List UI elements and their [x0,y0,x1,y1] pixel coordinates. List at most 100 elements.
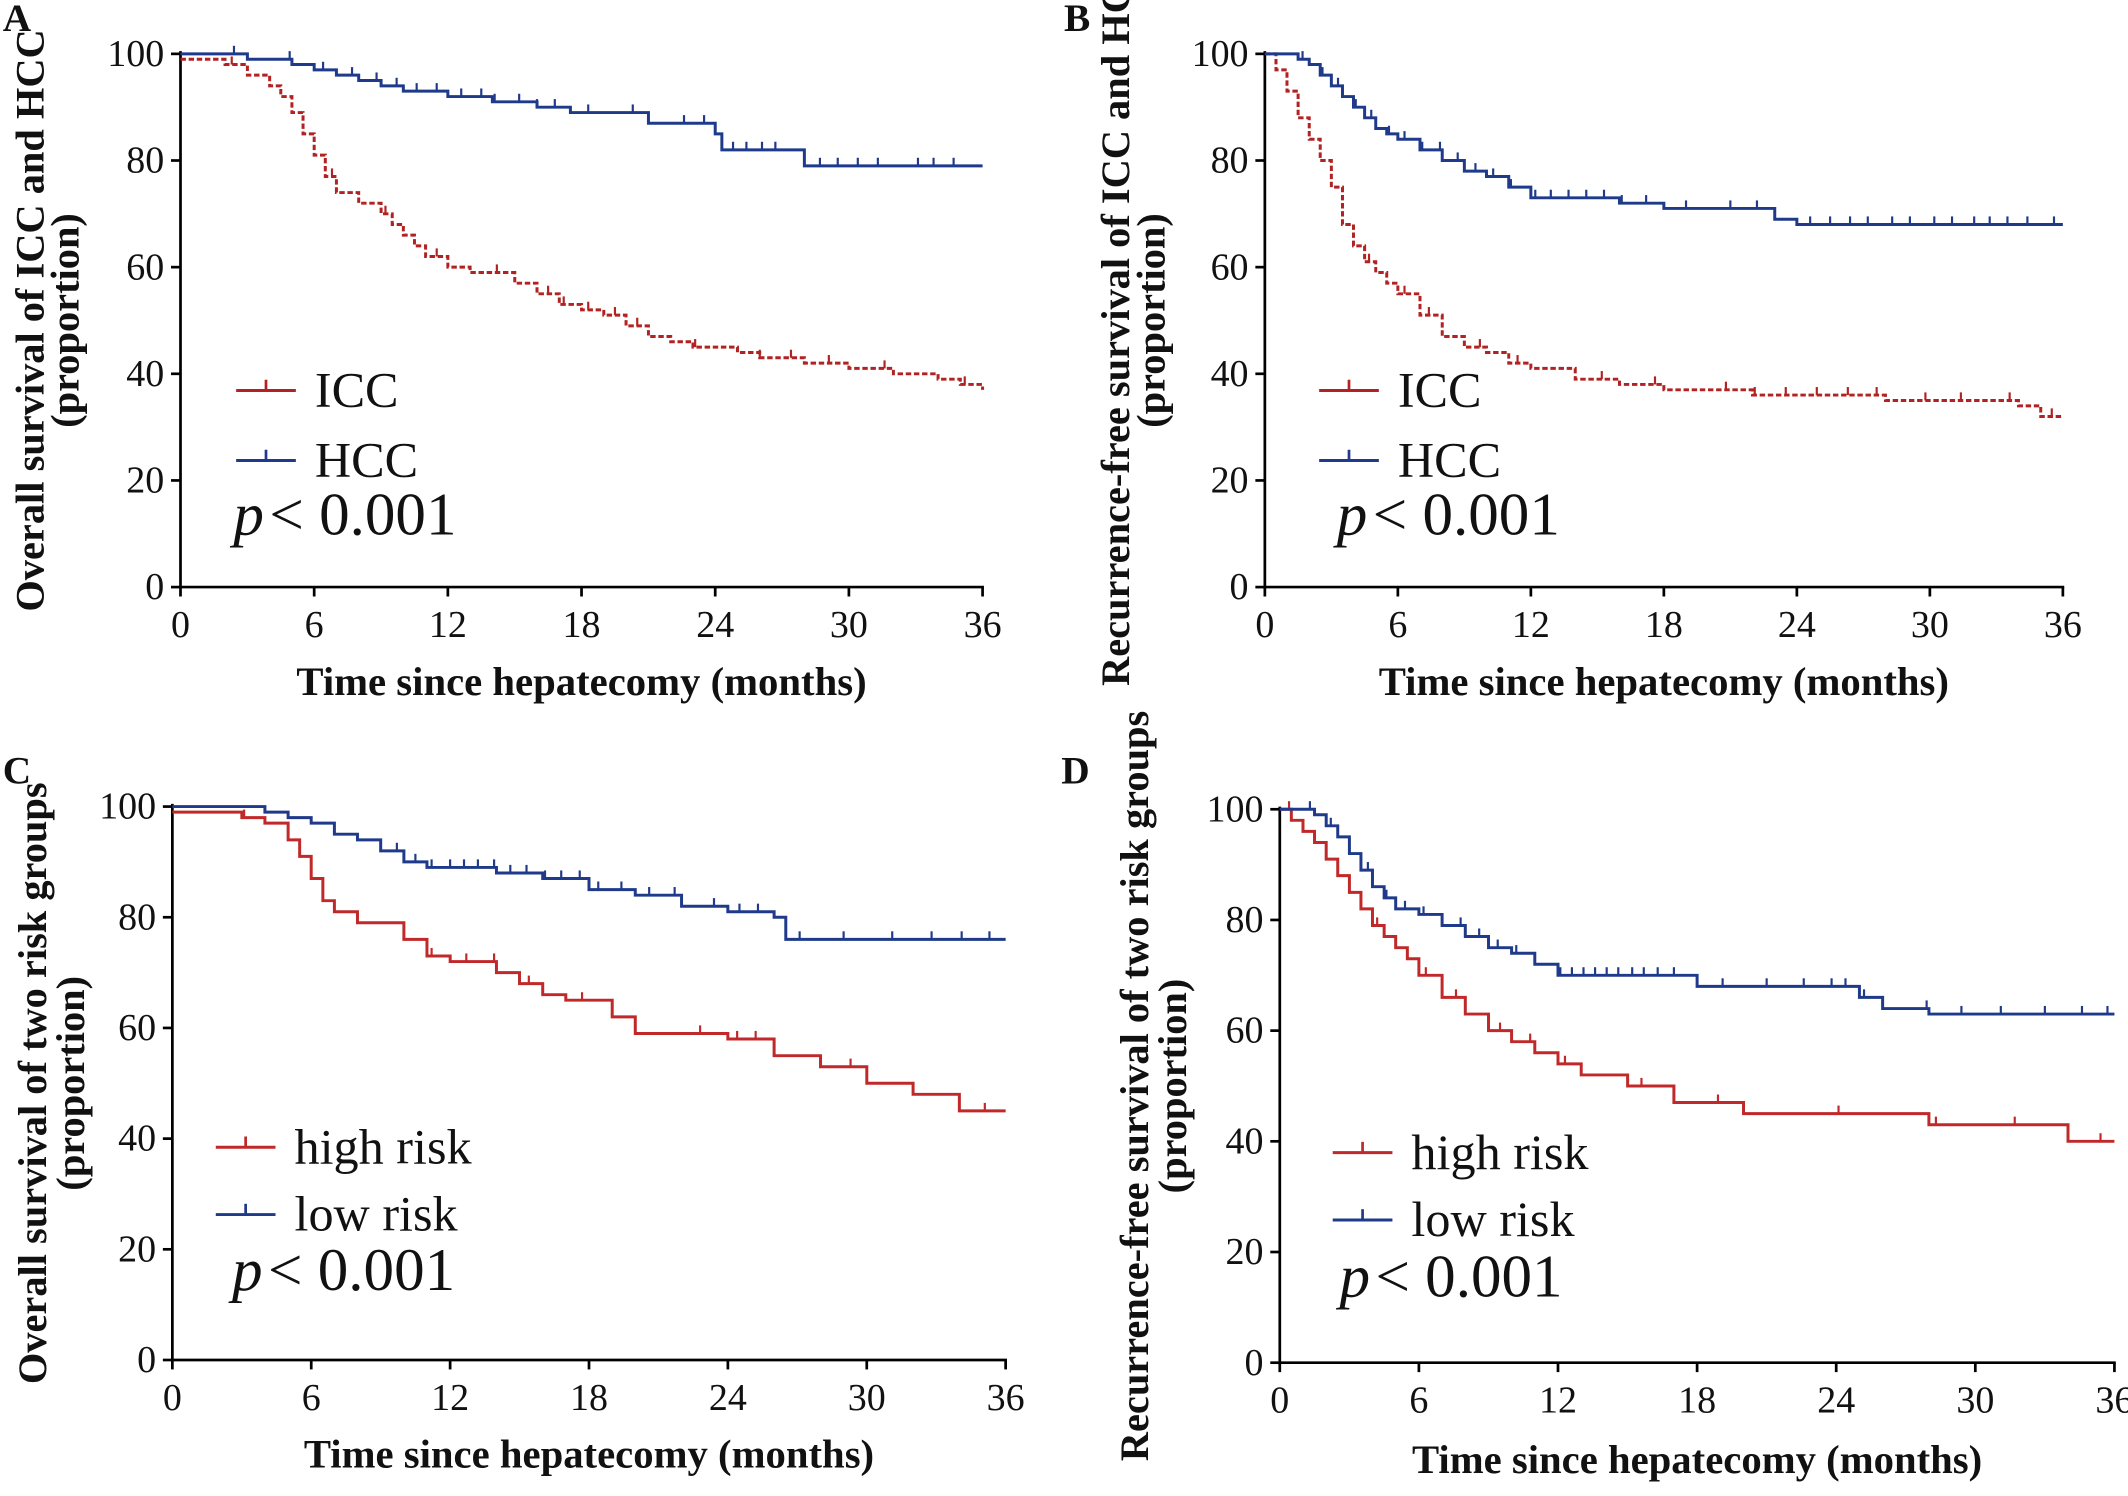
y-tick-label: 0 [137,1339,156,1381]
p-value-symbol: p [229,482,264,549]
legend-label-high-risk: high risk [1411,1124,1588,1180]
p-value-annotation: p < 0.001 [229,482,456,549]
x-tick-label: 18 [570,1377,608,1419]
x-tick-label: 18 [1645,604,1683,646]
legend-label-high-risk: high risk [295,1119,472,1175]
y-tick-label: 60 [118,1007,156,1049]
y-axis-title-unit: (proportion) [1128,213,1173,428]
x-tick-label: 6 [1409,1380,1428,1422]
x-tick-label: 12 [429,604,467,646]
y-tick-label: 100 [107,33,164,75]
panel-a: A 0 20 40 60 80 100 0 6 12 18 24 30 36 Time since hepa… [3,0,1002,704]
x-tick-label: 30 [830,604,868,646]
p-value-annotation: p < 0.001 [228,1237,455,1304]
x-tick-label: 30 [848,1377,886,1419]
legend-label-low-risk: low risk [1411,1191,1574,1247]
p-value-symbol: p [228,1237,263,1304]
legend-label-hcc: HCC [1398,432,1501,488]
legend-label-low-risk: low risk [295,1186,458,1242]
y-axis-title-unit: (proportion) [48,976,93,1191]
series-high-risk [1279,801,2115,1143]
survival-curve-high-risk [1279,807,2115,1143]
legend-label-icc: ICC [315,362,399,418]
legend-label-icc: ICC [1398,362,1482,418]
p-value-annotation: p < 0.001 [1333,482,1560,549]
series-low-risk [1279,801,2115,1016]
y-axis-title: Overall survival of two risk groups [10,782,55,1384]
series-hcc [180,45,983,168]
survival-curve-icc [180,57,985,390]
x-tick-label: 0 [1270,1380,1289,1422]
y-axis-title: Overall survival of ICC and HCC [7,29,52,611]
survival-curve-hcc [1264,52,2063,226]
x-tick-label: 24 [1778,604,1816,646]
y-tick-label: 80 [118,897,156,939]
series-icc [180,56,985,390]
x-tick-label: 24 [696,604,734,646]
p-value-symbol: p [1335,1244,1370,1311]
panel-d: D 0 20 40 60 80 100 0 6 12 18 24 30 36 Time since hepa… [1061,711,2128,1482]
series-low-risk [172,805,1006,941]
y-tick-label: 20 [1211,460,1249,502]
x-tick-label: 36 [2095,1380,2128,1422]
survival-curve-low-risk [172,805,1006,941]
x-tick-label: 0 [1255,604,1274,646]
x-tick-label: 36 [964,604,1002,646]
x-tick-label: 30 [1956,1380,1994,1422]
x-tick-label: 6 [1388,604,1407,646]
x-axis-title: Time since hepatecomy (months) [1379,659,1949,704]
y-tick-label: 0 [1245,1342,1264,1384]
y-tick-label: 20 [1226,1231,1264,1273]
x-tick-label: 12 [1539,1380,1577,1422]
p-value-text: < 0.001 [269,482,456,549]
panel-letter-c: C [3,750,31,793]
y-tick-label: 40 [126,353,164,395]
p-value-text: < 0.001 [1375,1244,1562,1311]
y-tick-label: 40 [1226,1121,1264,1163]
x-tick-label: 0 [163,1377,182,1419]
p-value-text: < 0.001 [268,1237,455,1304]
x-tick-label: 36 [987,1377,1025,1419]
y-axis-title-unit: (proportion) [43,213,88,428]
panel-c: C 0 20 40 60 80 100 0 6 12 18 24 30 36 Time since hepa… [3,750,1025,1477]
y-tick-label: 20 [126,460,164,502]
x-tick-label: 18 [563,604,601,646]
y-tick-label: 80 [1226,899,1264,941]
y-tick-label: 60 [1226,1010,1264,1052]
panel-letter-a: A [3,0,32,40]
y-axis-title: Recurrence-free survival of ICC and HCC [1093,0,1138,686]
survival-curve-high-risk [172,810,1006,1113]
y-tick-label: 80 [126,140,164,182]
p-value-annotation: p < 0.001 [1335,1244,1562,1311]
legend-label-hcc: HCC [315,432,418,488]
p-value-text: < 0.001 [1373,482,1560,549]
y-axis-title-unit: (proportion) [1150,979,1195,1194]
panel-letter-d: D [1061,750,1089,793]
y-tick-label: 100 [99,786,156,828]
x-tick-label: 6 [302,1377,321,1419]
x-tick-label: 12 [431,1377,469,1419]
series-high-risk [172,809,1006,1113]
y-tick-label: 60 [126,246,164,288]
y-tick-label: 20 [118,1229,156,1271]
panel-letter-b: B [1064,0,1090,40]
y-tick-label: 100 [1207,789,1264,831]
x-tick-label: 30 [1911,604,1949,646]
y-tick-label: 80 [1211,140,1249,182]
y-tick-label: 40 [118,1118,156,1160]
x-tick-label: 0 [171,604,190,646]
y-tick-label: 100 [1192,33,1249,75]
x-tick-label: 6 [305,604,324,646]
series-hcc [1264,51,2063,226]
y-axis-title: Recurrence-free survival of two risk gro… [1112,711,1157,1461]
x-axis-title: Time since hepatecomy (months) [1412,1437,1982,1482]
survival-curve-hcc [180,52,983,168]
x-tick-label: 24 [1817,1380,1855,1422]
x-tick-label: 24 [709,1377,747,1419]
x-tick-label: 18 [1678,1380,1716,1422]
survival-curve-icc [1264,52,2063,418]
x-axis-title: Time since hepatecomy (months) [296,659,866,704]
survival-curve-low-risk [1279,807,2115,1016]
y-tick-label: 0 [1230,566,1249,608]
